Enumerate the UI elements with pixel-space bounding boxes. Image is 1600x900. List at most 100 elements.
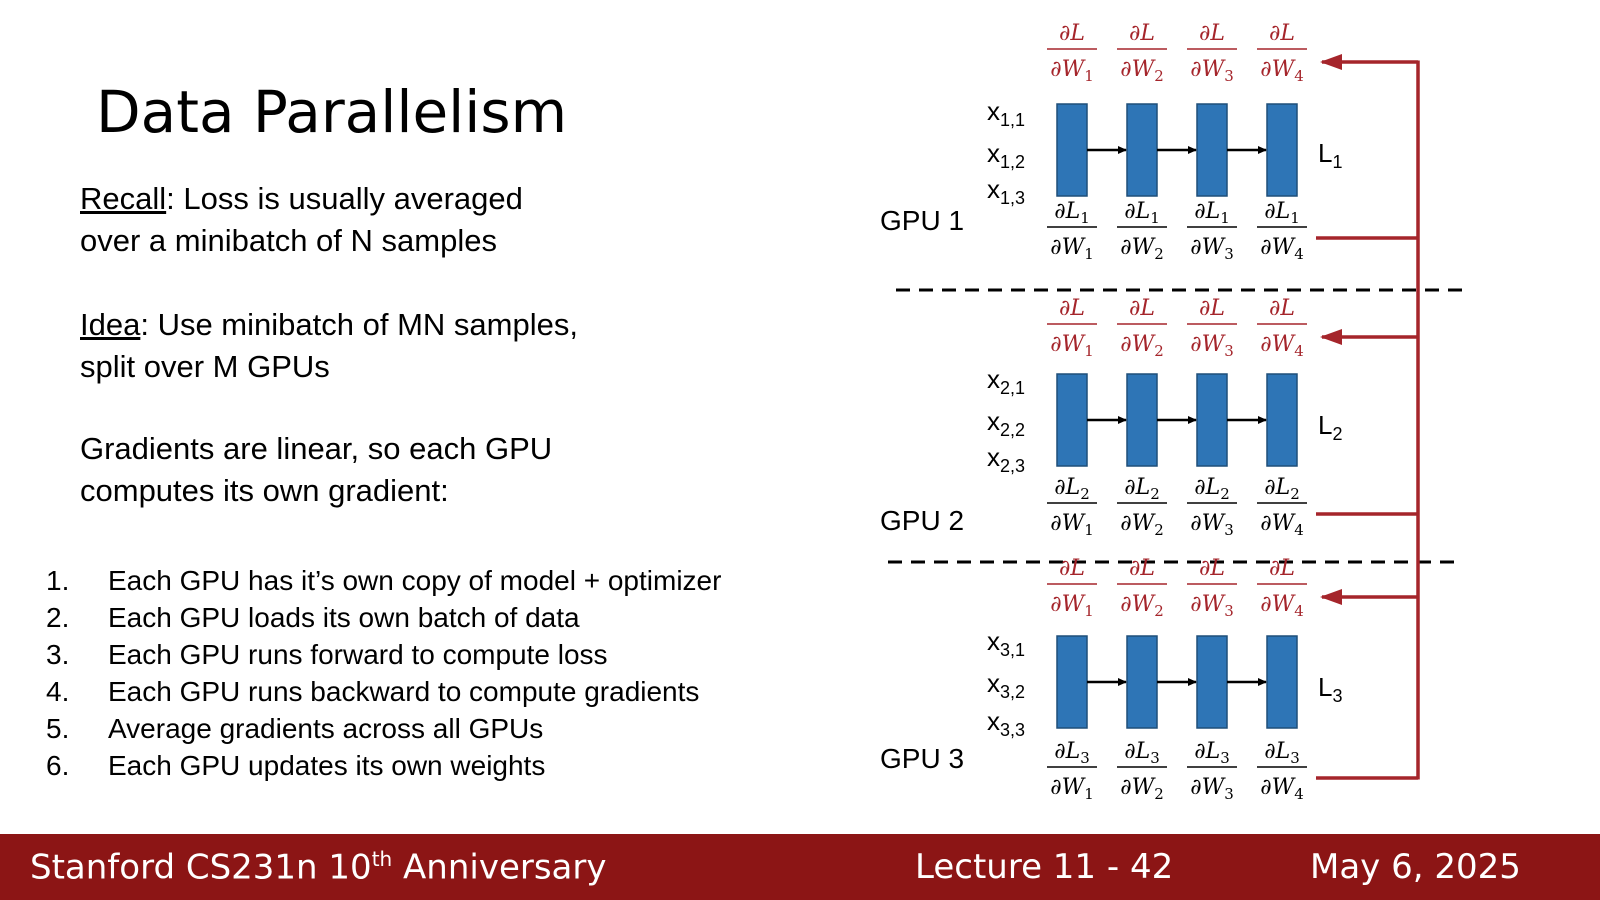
local-gradient-denominator: ∂W3 <box>1190 511 1234 539</box>
idea-label: Idea <box>80 307 141 342</box>
gpu-label: GPU 3 <box>880 743 964 774</box>
layer-block <box>1196 373 1228 467</box>
step-number: 6. <box>46 750 70 781</box>
data-parallel-diagram: ∂L ∂W1 ∂L ∂W2 ∂L ∂W3 ∂L ∂W4 x1,1 x1,2x1,3 GPU 1 L1 ∂… <box>880 21 1470 803</box>
input-label: x3,2 <box>987 668 1025 702</box>
step-text: Each GPU has it’s own copy of model + op… <box>108 565 722 596</box>
idea-text-2: split over M GPUs <box>80 349 330 384</box>
layer-block <box>1056 103 1088 197</box>
local-gradient-denominator: ∂W1 <box>1050 511 1094 539</box>
local-gradient-denominator: ∂W1 <box>1050 235 1094 263</box>
loss-label: L3 <box>1318 672 1342 706</box>
local-gradient-numerator: ∂L2 <box>1264 475 1300 503</box>
step-text: Each GPU runs backward to compute gradie… <box>108 676 700 707</box>
global-gradient-numerator: ∂L <box>1199 556 1225 581</box>
global-gradient-denominator: ∂W1 <box>1050 57 1094 85</box>
step-text: Average gradients across all GPUs <box>108 713 544 744</box>
local-gradient-denominator: ∂W4 <box>1260 235 1304 263</box>
input-label: x1,1 <box>987 96 1025 130</box>
step-number: 2. <box>46 602 70 633</box>
local-gradient-numerator: ∂L2 <box>1054 475 1090 503</box>
local-gradient-numerator: ∂L2 <box>1194 475 1230 503</box>
local-gradient-numerator: ∂L1 <box>1264 199 1300 227</box>
idea-paragraph: Idea: Use minibatch of MN samples, split… <box>80 304 578 388</box>
local-gradient-numerator: ∂L1 <box>1194 199 1230 227</box>
step-number: 5. <box>46 713 70 744</box>
global-gradient-numerator: ∂L <box>1269 556 1295 581</box>
local-gradient-numerator: ∂L3 <box>1124 739 1160 767</box>
global-gradient-denominator: ∂W4 <box>1260 57 1304 85</box>
global-gradient-numerator: ∂L <box>1059 21 1085 46</box>
global-gradient-numerator: ∂L <box>1059 296 1085 321</box>
input-label: x3,3 <box>987 706 1025 740</box>
layer-block <box>1056 373 1088 467</box>
layer-block <box>1056 635 1088 729</box>
recall-text-2: over a minibatch of N samples <box>80 223 497 258</box>
global-gradient-denominator: ∂W2 <box>1120 332 1164 360</box>
global-gradient-numerator: ∂L <box>1129 296 1155 321</box>
global-gradient-denominator: ∂W3 <box>1190 57 1234 85</box>
local-gradient-numerator: ∂L1 <box>1124 199 1160 227</box>
local-gradient-denominator: ∂W4 <box>1260 775 1304 803</box>
footer-course: Stanford CS231n 10th Anniversary <box>30 847 607 888</box>
global-gradient-denominator: ∂W2 <box>1120 592 1164 620</box>
step-number: 4. <box>46 676 70 707</box>
local-gradient-numerator: ∂L2 <box>1124 475 1160 503</box>
input-label: x2,1 <box>987 364 1025 398</box>
idea-text-1: : Use minibatch of MN samples, <box>140 307 578 342</box>
global-gradient-numerator: ∂L <box>1199 21 1225 46</box>
layer-block <box>1196 103 1228 197</box>
step-text: Each GPU runs forward to compute loss <box>108 639 608 670</box>
global-gradient-numerator: ∂L <box>1129 21 1155 46</box>
global-gradient-numerator: ∂L <box>1199 296 1225 321</box>
input-label: x3,1 <box>987 626 1025 660</box>
loss-label: L2 <box>1318 410 1342 444</box>
recall-label: Recall <box>80 181 167 216</box>
global-gradient-denominator: ∂W3 <box>1190 332 1234 360</box>
loss-label: L1 <box>1318 138 1342 172</box>
global-gradient-numerator: ∂L <box>1269 21 1295 46</box>
local-gradient-numerator: ∂L3 <box>1194 739 1230 767</box>
gradient-paragraph: Gradients are linear, so each GPU comput… <box>80 428 552 512</box>
step-text: Each GPU loads its own batch of data <box>108 602 580 633</box>
local-gradient-denominator: ∂W1 <box>1050 775 1094 803</box>
step-text: Each GPU updates its own weights <box>108 750 546 781</box>
gradient-text-2: computes its own gradient: <box>80 473 449 508</box>
local-gradient-denominator: ∂W2 <box>1120 775 1164 803</box>
local-gradient-denominator: ∂W4 <box>1260 511 1304 539</box>
local-gradient-numerator: ∂L3 <box>1264 739 1300 767</box>
footer-date: May 6, 2025 <box>1310 847 1521 887</box>
global-gradient-numerator: ∂L <box>1129 556 1155 581</box>
local-gradient-denominator: ∂W2 <box>1120 511 1164 539</box>
input-label: x2,2 <box>987 406 1025 440</box>
layer-block <box>1126 635 1158 729</box>
global-gradient-denominator: ∂W2 <box>1120 57 1164 85</box>
step-number: 3. <box>46 639 70 670</box>
recall-paragraph: Recall: Loss is usually averaged over a … <box>80 178 523 262</box>
layer-block <box>1266 103 1298 197</box>
input-label: x1,3 <box>987 174 1025 208</box>
local-gradient-denominator: ∂W3 <box>1190 235 1234 263</box>
local-gradient-denominator: ∂W2 <box>1120 235 1164 263</box>
global-gradient-numerator: ∂L <box>1269 296 1295 321</box>
global-gradient-denominator: ∂W4 <box>1260 592 1304 620</box>
global-gradient-denominator: ∂W1 <box>1050 592 1094 620</box>
recall-text-1: : Loss is usually averaged <box>166 181 523 216</box>
layer-block <box>1196 635 1228 729</box>
local-gradient-numerator: ∂L1 <box>1054 199 1090 227</box>
global-gradient-numerator: ∂L <box>1059 556 1085 581</box>
global-gradient-denominator: ∂W1 <box>1050 332 1094 360</box>
local-gradient-numerator: ∂L3 <box>1054 739 1090 767</box>
gpu-label: GPU 1 <box>880 205 964 236</box>
global-gradient-denominator: ∂W4 <box>1260 332 1304 360</box>
footer-lecture: Lecture 11 - 42 <box>915 847 1174 887</box>
layer-block <box>1266 373 1298 467</box>
footer-bar: Stanford CS231n 10th Anniversary Lecture… <box>0 834 1600 900</box>
gpu-label: GPU 2 <box>880 505 964 536</box>
global-gradient-denominator: ∂W3 <box>1190 592 1234 620</box>
local-gradient-denominator: ∂W3 <box>1190 775 1234 803</box>
layer-block <box>1266 635 1298 729</box>
slide-title: Data Parallelism <box>96 78 568 146</box>
layer-block <box>1126 373 1158 467</box>
gradient-text-1: Gradients are linear, so each GPU <box>80 431 553 466</box>
